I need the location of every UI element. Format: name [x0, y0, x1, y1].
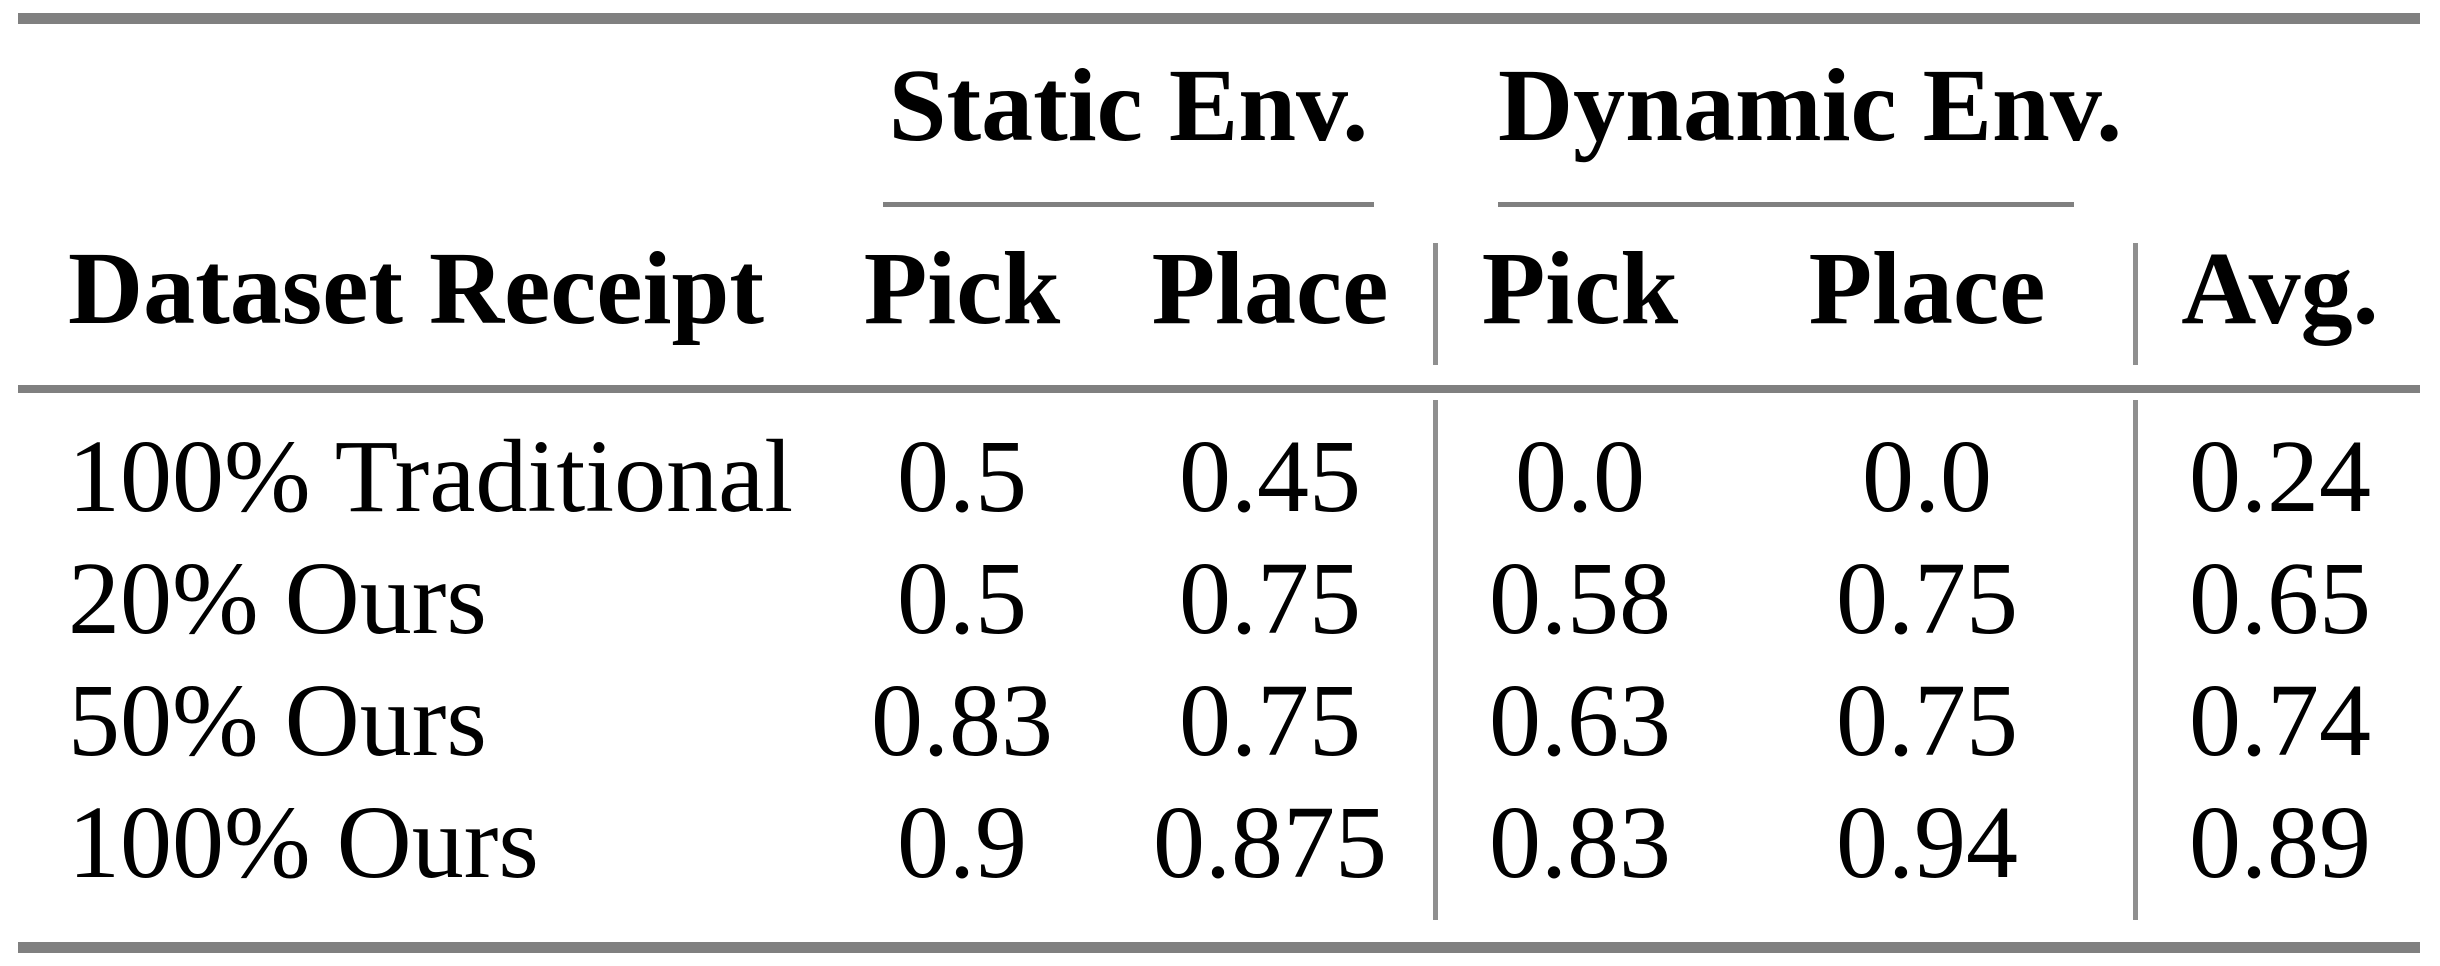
static-env-cmidrule — [883, 202, 1374, 207]
column-header-dynamic-pick: Pick — [1481, 231, 1679, 346]
row-label: 20% Ours — [68, 541, 487, 656]
cell-dynamic-place: 0.0 — [1862, 419, 1992, 534]
column-header-dynamic-place: Place — [1808, 231, 2046, 346]
cell-dynamic-place: 0.94 — [1836, 785, 2018, 900]
cell-static-pick: 0.5 — [897, 419, 1027, 534]
cell-static-place: 0.875 — [1153, 785, 1387, 900]
cell-dynamic-pick: 0.63 — [1489, 663, 1671, 778]
cell-dynamic-pick: 0.83 — [1489, 785, 1671, 900]
cell-dynamic-place: 0.75 — [1836, 663, 2018, 778]
cell-avg: 0.74 — [2189, 663, 2371, 778]
cell-static-pick: 0.83 — [871, 663, 1053, 778]
cell-avg: 0.24 — [2189, 419, 2371, 534]
header-vertical-separator-left — [1433, 243, 1438, 365]
cell-dynamic-place: 0.75 — [1836, 541, 2018, 656]
column-header-static-pick: Pick — [863, 231, 1061, 346]
cell-avg: 0.65 — [2189, 541, 2371, 656]
cell-dynamic-pick: 0.58 — [1489, 541, 1671, 656]
cell-static-place: 0.75 — [1179, 663, 1361, 778]
cell-static-place: 0.75 — [1179, 541, 1361, 656]
column-header-dataset-receipt: Dataset Receipt — [68, 231, 764, 346]
row-label: 50% Ours — [68, 663, 487, 778]
table-header-mid-rule — [18, 385, 2420, 393]
column-group-dynamic-env: Dynamic Env. — [1498, 48, 2123, 163]
cell-static-place: 0.45 — [1179, 419, 1361, 534]
row-label: 100% Traditional — [68, 419, 794, 534]
dynamic-env-cmidrule — [1498, 202, 2074, 207]
table-top-rule — [18, 13, 2420, 24]
column-header-avg: Avg. — [2181, 231, 2379, 346]
cell-avg: 0.89 — [2189, 785, 2371, 900]
cell-static-pick: 0.9 — [897, 785, 1027, 900]
table-bottom-rule — [18, 942, 2420, 953]
header-vertical-separator-right — [2133, 243, 2138, 365]
column-group-static-env: Static Env. — [888, 48, 1369, 163]
cell-static-pick: 0.5 — [897, 541, 1027, 656]
row-label: 100% Ours — [68, 785, 539, 900]
body-vertical-separator-left — [1433, 400, 1438, 920]
body-vertical-separator-right — [2133, 400, 2138, 920]
column-header-static-place: Place — [1151, 231, 1389, 346]
cell-dynamic-pick: 0.0 — [1515, 419, 1645, 534]
